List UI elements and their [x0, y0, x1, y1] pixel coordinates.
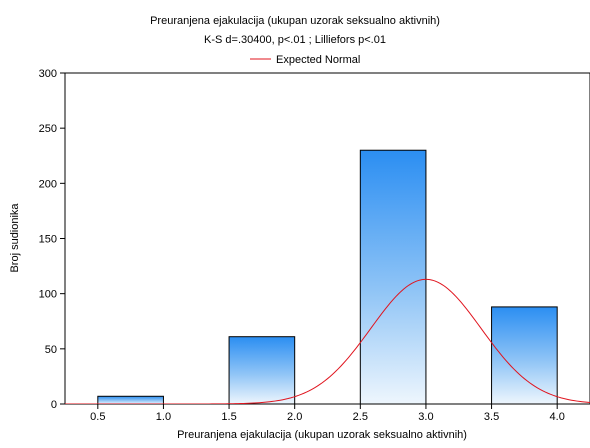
histogram-bar-3 — [359, 149, 427, 405]
x-tick-label: 2.0 — [287, 411, 302, 423]
histogram-bar-1 — [97, 395, 164, 405]
y-tick-label: 150 — [39, 234, 57, 246]
x-axis-label: Preuranjena ejakulacija (ukupan uzorak s… — [177, 429, 467, 441]
y-axis: 0 50 100 150 200 250 300 — [39, 68, 65, 411]
y-tick-label: 200 — [39, 178, 57, 190]
x-tick-label: 0.5 — [90, 411, 105, 423]
y-tick-label: 300 — [39, 68, 57, 80]
x-tick-label: 4.0 — [550, 411, 565, 423]
chart-subtitle: K-S d=.30400, p<.01 ; Lilliefors p<.01 — [204, 34, 386, 46]
histogram-bars — [97, 149, 558, 405]
x-tick-label: 3.5 — [484, 411, 499, 423]
x-tick-label: 1.5 — [221, 411, 236, 423]
y-tick-label: 100 — [39, 289, 57, 301]
legend: Expected Normal — [250, 54, 360, 66]
y-tick-label: 250 — [39, 123, 57, 135]
x-axis: 0.5 1.0 1.5 2.0 2.5 3.0 3.5 4.0 — [90, 404, 565, 423]
y-tick-label: 0 — [51, 399, 57, 411]
x-tick-label: 1.0 — [156, 411, 171, 423]
chart-title: Preuranjena ejakulacija (ukupan uzorak s… — [150, 15, 440, 27]
expected-normal-curve — [65, 278, 590, 404]
y-tick-label: 50 — [45, 344, 57, 356]
histogram-bar-2 — [228, 336, 296, 405]
x-tick-label: 2.5 — [353, 411, 368, 423]
expected-normal-layer — [65, 278, 590, 404]
y-axis-label: Broj sudionika — [9, 203, 21, 273]
legend-label-expected-normal: Expected Normal — [276, 54, 360, 66]
histogram-bar-4 — [491, 306, 558, 405]
x-tick-label: 3.0 — [418, 411, 433, 423]
